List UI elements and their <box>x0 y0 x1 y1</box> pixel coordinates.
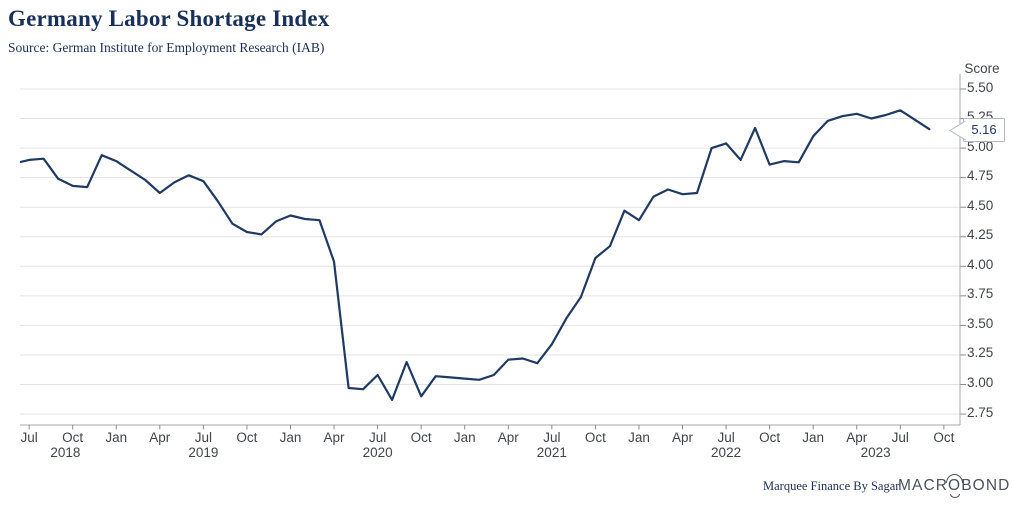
last-value-callout: 5.16 <box>949 118 1005 142</box>
y-tick-label: 3.50 <box>967 315 994 331</box>
x-tick-label: Oct <box>62 430 84 445</box>
source-text: Source: German Institute for Employment … <box>8 40 325 55</box>
x-tick-label: Oct <box>759 430 781 445</box>
orbit-arc-bottom-icon <box>950 493 961 498</box>
x-tick-label: Jan <box>802 430 825 445</box>
logo-orbit-o: O <box>945 473 963 498</box>
x-year-label: 2023 <box>860 445 891 460</box>
x-tick-label: Oct <box>236 430 258 445</box>
x-tick-label: Apr <box>846 430 868 445</box>
x-tick-label: Jan <box>105 430 128 445</box>
y-tick-label: 4.75 <box>967 168 994 184</box>
x-tick-label: Jul <box>717 430 735 445</box>
y-tick-label: 2.75 <box>967 404 994 420</box>
x-year-label: 2022 <box>711 445 742 460</box>
x-tick-label: Apr <box>323 430 345 445</box>
x-tick-label: Apr <box>672 430 694 445</box>
x-tick-label: Jul <box>20 430 38 445</box>
credit-text: Marquee Finance By Sagar <box>763 479 900 493</box>
y-tick-label: 3.00 <box>967 375 994 390</box>
x-tick-label: Apr <box>497 430 519 445</box>
y-tick-label: 4.25 <box>967 227 994 243</box>
x-tick-label: Oct <box>584 430 606 445</box>
x-tick-label: Jul <box>368 430 387 445</box>
x-tick-label: Jul <box>543 430 561 445</box>
x-tick-label: Jul <box>194 430 212 445</box>
x-tick-label: Jan <box>453 430 476 445</box>
y-tick-label: 5.50 <box>967 79 994 95</box>
page-title: Germany Labor Shortage Index <box>8 6 330 31</box>
x-tick-label: Oct <box>410 430 432 445</box>
logo-text: MACR <box>898 477 949 494</box>
y-tick-label: 4.50 <box>967 197 994 213</box>
callout-arrow-icon <box>949 120 966 141</box>
last-value-text: 5.16 <box>971 122 997 137</box>
y-tick-label: 5.00 <box>967 138 994 154</box>
x-tick-label: Jan <box>628 430 650 445</box>
logo-text: BOND <box>961 477 1011 494</box>
x-tick-label: Jan <box>279 430 302 445</box>
y-tick-label: 3.75 <box>967 286 994 302</box>
y-axis-title: Score <box>964 61 1000 76</box>
x-year-label: 2018 <box>50 445 81 460</box>
data-series-line <box>20 109 931 401</box>
y-tick-label: 4.00 <box>967 256 994 272</box>
orbit-arc-top-icon <box>945 473 963 483</box>
x-year-label: 2021 <box>536 445 567 460</box>
x-tick-label: Oct <box>933 430 955 445</box>
x-year-label: 2019 <box>188 445 219 460</box>
x-tick-label: Apr <box>149 430 171 445</box>
x-year-label: 2020 <box>362 445 393 460</box>
y-tick-label: 3.25 <box>967 345 994 361</box>
x-tick-label: Jul <box>891 430 909 445</box>
macrobond-logo: MACR OBOND <box>898 473 1011 498</box>
